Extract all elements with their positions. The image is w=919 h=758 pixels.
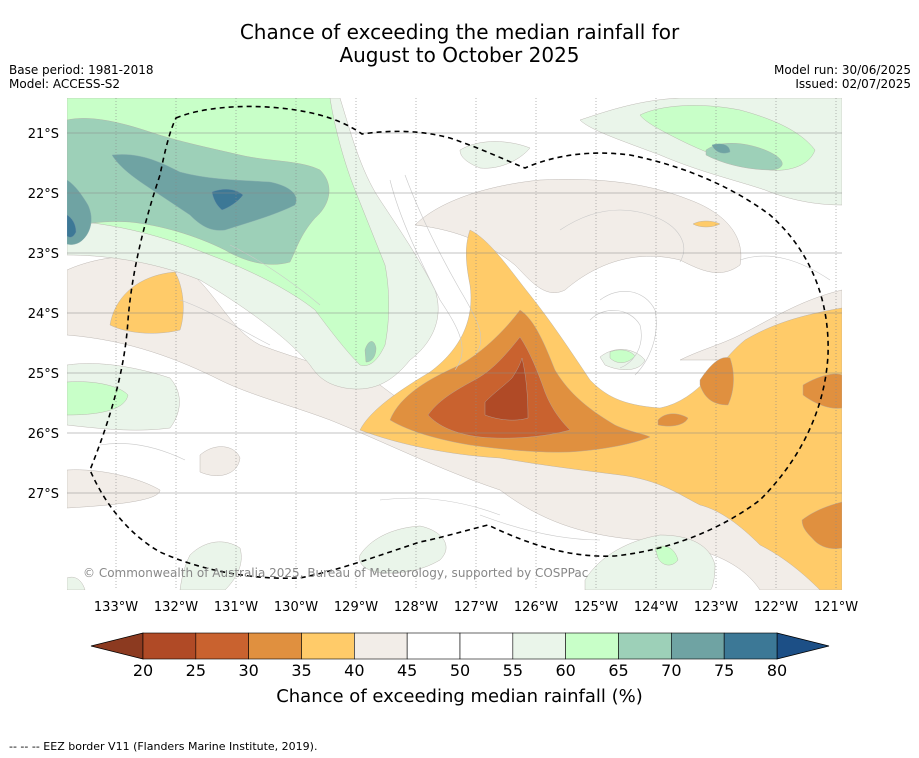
colorbar-segment: [512, 632, 566, 660]
graticule-lat: [67, 132, 842, 494]
band-75-80: [67, 189, 244, 238]
colorbar-segment: [723, 632, 778, 660]
lon-label: 125°W: [574, 600, 618, 615]
band-25-30: [427, 336, 571, 439]
map-field: © Commonwealth of Australia 2025, Bureau…: [67, 98, 842, 590]
eez-border: [89, 105, 829, 580]
colorbar-tick-label: 30: [238, 661, 258, 680]
colorbar-segment: [406, 632, 461, 660]
copyright-text: © Commonwealth of Australia 2025, Bureau…: [83, 566, 588, 580]
footnote-eez: -- -- -- EEZ border V11 (Flanders Marine…: [9, 740, 318, 753]
lon-label: 131°W: [214, 600, 258, 615]
colorbar-over-arrow: [776, 632, 830, 660]
lat-labels: 21°S 22°S 23°S 24°S 25°S 26°S 27°S: [28, 127, 59, 502]
colorbar-segment: [195, 632, 249, 660]
colorbar-segment: [142, 632, 197, 660]
title-line-2: August to October 2025: [339, 43, 580, 67]
lon-label: 130°W: [274, 600, 318, 615]
colorbar-segment: [671, 632, 725, 660]
meta-right: Model run: 30/06/2025 Issued: 02/07/2025: [774, 63, 911, 91]
colorbar-title: Chance of exceeding median rainfall (%): [276, 686, 643, 707]
lat-label: 23°S: [28, 247, 59, 262]
lon-label: 123°W: [694, 600, 738, 615]
lat-label: 21°S: [28, 127, 59, 142]
base-period: Base period: 1981-2018: [9, 63, 154, 77]
lon-label: 128°W: [394, 600, 438, 615]
lon-label: 132°W: [154, 600, 198, 615]
lon-label: 121°W: [814, 600, 858, 615]
model-name: Model: ACCESS-S2: [9, 77, 121, 91]
title-line-1: Chance of exceeding the median rainfall …: [239, 20, 680, 44]
colorbar-segment: [618, 632, 672, 660]
colorbar-tick-label: 60: [555, 661, 575, 680]
colorbar-segment: [565, 632, 619, 660]
meta-left: Base period: 1981-2018 Model: ACCESS-S2: [9, 63, 154, 91]
colorbar-tick-label: 75: [714, 661, 734, 680]
colorbar-tick-label: 35: [291, 661, 311, 680]
lat-label: 27°S: [28, 487, 59, 502]
issued-date: Issued: 02/07/2025: [795, 77, 911, 91]
colorbar-tick-label: 40: [344, 661, 364, 680]
lon-label: 127°W: [454, 600, 498, 615]
colorbar-segment: [301, 632, 355, 660]
lat-label: 24°S: [28, 307, 59, 322]
colorbar-segment: [248, 632, 302, 660]
colorbar-segment: [459, 632, 514, 660]
lon-labels: 133°W 132°W 131°W 130°W 129°W 128°W 127°…: [94, 600, 858, 615]
colorbar-tick-label: 20: [133, 661, 153, 680]
lat-label: 25°S: [28, 367, 59, 382]
lon-label: 122°W: [754, 600, 798, 615]
graticule: [115, 98, 837, 590]
colorbar: 20 25 30 35 40 45 50 55 60 65 70 75 80: [90, 632, 830, 680]
colorbar-tick-label: 70: [661, 661, 681, 680]
colorbar-tick-label: 80: [767, 661, 787, 680]
lon-label: 124°W: [634, 600, 678, 615]
colorbar-under-arrow: [90, 632, 144, 660]
colorbar-tick-label: 45: [397, 661, 417, 680]
lat-label: 22°S: [28, 187, 59, 202]
colorbar-tick-label: 65: [608, 661, 628, 680]
colorbar-tick-label: 55: [503, 661, 523, 680]
model-run: Model run: 30/06/2025: [773, 63, 911, 77]
lon-label: 133°W: [94, 600, 138, 615]
colorbar-tick-label: 50: [450, 661, 470, 680]
colorbar-tick-label: 25: [186, 661, 206, 680]
colorbar-segment: [354, 632, 408, 660]
lon-label: 129°W: [334, 600, 378, 615]
band-20-25: [484, 357, 529, 421]
lat-label: 26°S: [28, 427, 59, 442]
lon-label: 126°W: [514, 600, 558, 615]
